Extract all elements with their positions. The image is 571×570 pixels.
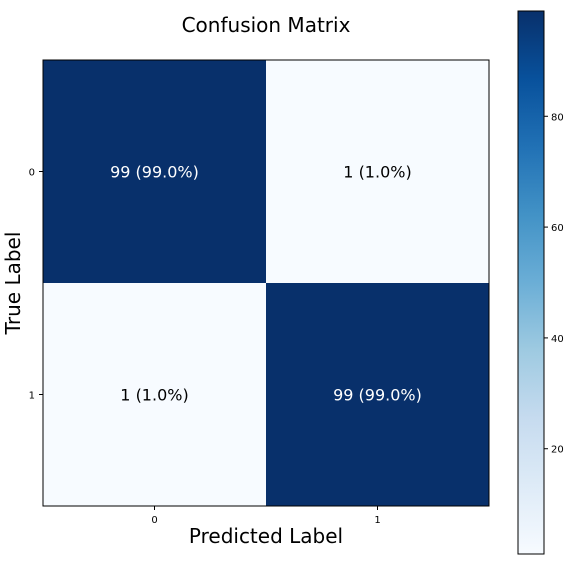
cell-label-1-1: 99 (99.0%) [333,386,422,405]
colorbar-tick-label: 80 [551,112,564,123]
cell-label-1-0: 1 (1.0%) [120,386,188,405]
y-tick-label: 0 [29,168,35,179]
colorbar-tick-label: 40 [551,334,564,345]
y-tick-label: 1 [29,391,35,402]
chart-title: Confusion Matrix [182,13,351,37]
colorbar [517,10,545,555]
heatmap-cell-0-0 [43,60,266,283]
colorbar-tick-label: 60 [551,223,564,234]
colorbar-tick-label: 20 [551,445,564,456]
heatmap-cell-1-0 [43,283,266,506]
heatmap-cells [43,60,489,506]
heatmap-cell-0-1 [266,60,489,283]
plot-frame [42,59,490,507]
cell-label-0-0: 99 (99.0%) [110,163,199,182]
x-axis-label: Predicted Label [189,524,343,548]
x-tick-label: 1 [374,515,380,526]
colorbar-ticks: 20 40 60 80 [544,112,564,456]
cell-label-0-1: 1 (1.0%) [343,163,411,182]
heatmap-cell-1-1 [266,283,489,506]
x-tick-label: 0 [151,515,157,526]
heatmap-cell-labels: 99 (99.0%) 1 (1.0%) 1 (1.0%) 99 (99.0%) [110,163,422,405]
y-axis-label: True Label [1,232,25,336]
y-axis-ticks: 01 [29,168,43,402]
